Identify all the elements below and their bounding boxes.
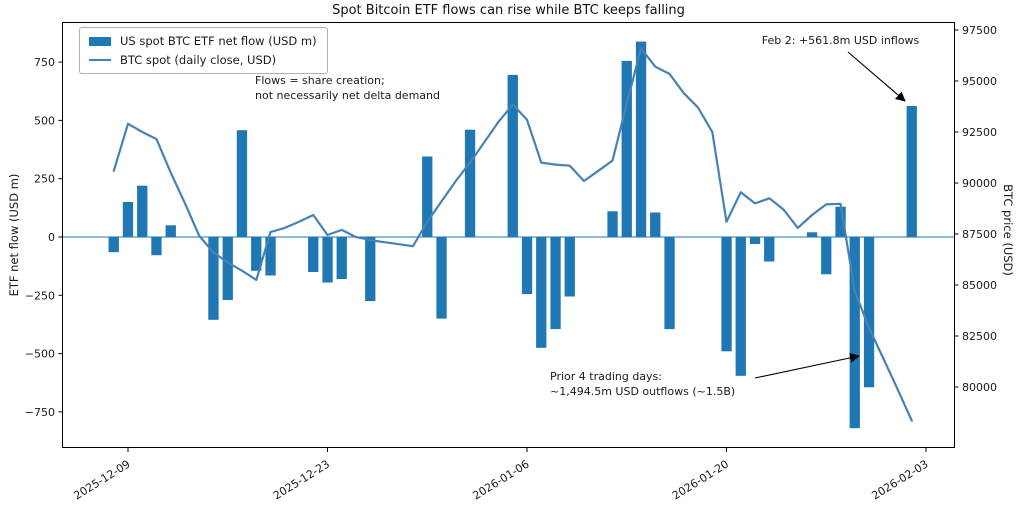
y-left-tick-label: −750	[25, 406, 55, 419]
legend-label: US spot BTC ETF net flow (USD m)	[120, 34, 317, 48]
flow-bar	[165, 225, 176, 237]
flow-bar	[764, 237, 775, 262]
x-tick-label: 2026-01-06	[470, 458, 531, 503]
flow-bar	[607, 211, 618, 237]
right-axis-label: BTC price (USD)	[1001, 184, 1015, 276]
flow-bar	[108, 237, 119, 253]
flow-bar	[749, 237, 761, 244]
x-tick-label: 2025-12-09	[71, 458, 132, 503]
y-right-tick-label: 92500	[962, 126, 997, 139]
y-left-tick-label: 750	[34, 56, 55, 69]
flow-bar	[806, 232, 818, 237]
prior-4-days-outflow-note: Prior 4 trading days: ~1,494.5m USD outf…	[550, 370, 736, 398]
flow-bar	[422, 156, 433, 237]
y-left-tick-label: 0	[48, 231, 55, 244]
flow-bar	[906, 106, 917, 237]
bar-swatch-icon	[89, 36, 111, 46]
flow-bar	[222, 237, 233, 300]
legend-item-etf-flow: US spot BTC ETF net flow (USD m)	[89, 34, 317, 48]
y-left-tick-label: −500	[25, 348, 55, 361]
flow-bar	[521, 237, 533, 295]
flow-bar	[635, 41, 647, 237]
flow-bar	[550, 237, 561, 330]
left-axis-label: ETF net flow (USD m)	[7, 173, 21, 297]
flows-note: Flows = share creation; not necessarily …	[255, 74, 440, 102]
flow-bar	[650, 212, 661, 237]
flow-bar	[664, 237, 675, 330]
x-tick-label: 2026-02-03	[869, 458, 930, 503]
y-left-tick-label: −250	[25, 289, 55, 302]
btc-price-line	[112, 47, 913, 422]
flow-bar	[621, 60, 632, 238]
x-tick-label: 2026-01-20	[670, 458, 731, 503]
chart-title: Spot Bitcoin ETF flows can rise while BT…	[332, 3, 685, 18]
y-left-tick-label: 500	[34, 114, 55, 127]
y-left-tick-label: 250	[34, 173, 55, 186]
flow-bar	[464, 129, 476, 237]
plot-border	[62, 22, 955, 448]
flow-bar	[863, 237, 875, 388]
flow-bar	[821, 237, 832, 275]
flow-bar	[735, 237, 746, 376]
y-right-tick-label: 82500	[962, 330, 997, 343]
prior4-arrow	[754, 353, 860, 379]
flow-bar	[322, 237, 333, 283]
y-right-tick-label: 90000	[962, 177, 997, 190]
flow-bar	[336, 237, 347, 279]
flow-bar	[308, 237, 319, 272]
y-right-tick-label: 97500	[962, 24, 997, 37]
flow-bar	[236, 130, 248, 237]
flow-bar	[564, 237, 575, 297]
legend-item-btc-spot: BTC spot (daily close, USD)	[89, 53, 317, 67]
flow-bar	[251, 237, 262, 271]
flow-bar	[835, 206, 846, 237]
legend: US spot BTC ETF net flow (USD m) BTC spo…	[79, 27, 328, 74]
y-right-tick-label: 87500	[962, 228, 997, 241]
x-tick-label: 2025-12-23	[271, 458, 332, 503]
flow-bar	[151, 237, 162, 256]
line-swatch-icon	[89, 59, 111, 61]
flow-bar	[436, 237, 447, 319]
flow-bar	[208, 237, 219, 320]
flow-bar	[721, 237, 732, 352]
flow-bar	[849, 237, 860, 429]
flow-bar	[365, 237, 376, 302]
flow-bar	[122, 202, 134, 237]
feb2-arrow	[847, 51, 906, 102]
flow-bar	[536, 237, 547, 348]
flow-bar	[137, 185, 148, 237]
y-right-tick-label: 85000	[962, 279, 997, 292]
flow-bar	[507, 74, 518, 238]
flow-bar	[265, 237, 276, 276]
y-right-tick-label: 95000	[962, 75, 997, 88]
legend-label: BTC spot (daily close, USD)	[120, 53, 277, 67]
y-right-tick-label: 80000	[962, 381, 997, 394]
feb2-inflow-note: Feb 2: +561.8m USD inflows	[761, 34, 920, 47]
